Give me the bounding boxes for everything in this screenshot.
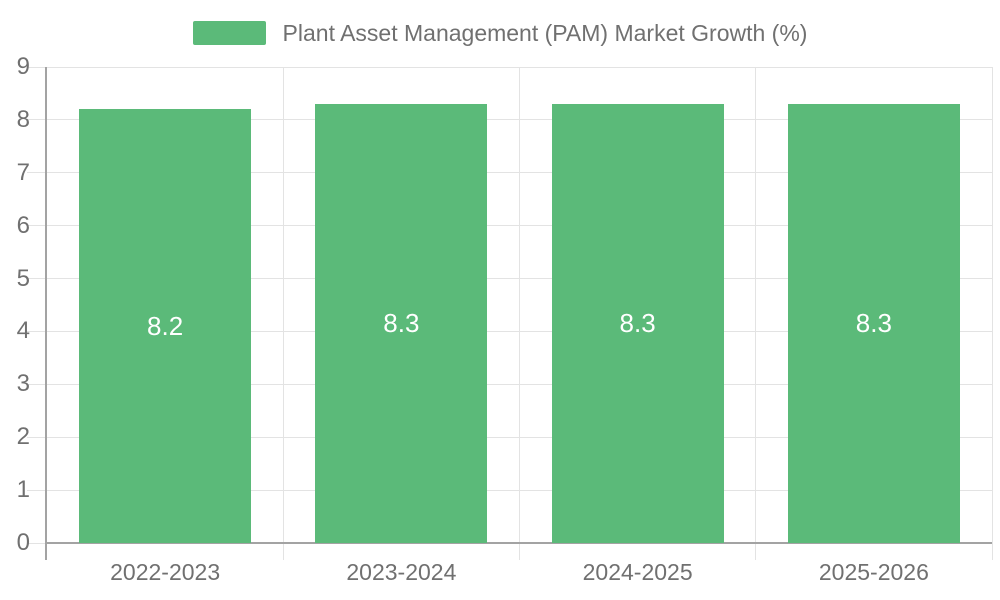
bar-value-label: 8.2 bbox=[147, 310, 184, 341]
bar-value-label: 8.3 bbox=[855, 308, 892, 338]
y-tick-label: 9 bbox=[16, 53, 30, 80]
y-axis-tick bbox=[27, 436, 47, 438]
x-tick-label: 2022-2023 bbox=[110, 559, 221, 585]
y-tick-label: 0 bbox=[16, 529, 30, 556]
bar[interactable]: 8.3 bbox=[551, 104, 724, 543]
y-axis-tick bbox=[27, 66, 47, 68]
legend-item[interactable]: Plant Asset Management (PAM) Market Grow… bbox=[0, 18, 1000, 48]
y-axis-tick bbox=[27, 225, 47, 227]
bar[interactable]: 8.3 bbox=[315, 104, 488, 543]
bar-value-label: 8.3 bbox=[383, 308, 420, 338]
x-tick-label: 2024-2025 bbox=[582, 559, 693, 585]
bar-value-label: 8.3 bbox=[619, 308, 656, 338]
y-tick-label: 6 bbox=[16, 211, 30, 239]
y-tick-label: 4 bbox=[16, 317, 30, 345]
x-gridline bbox=[991, 67, 993, 543]
x-axis-tick bbox=[991, 543, 993, 560]
y-tick-label: 8 bbox=[16, 105, 30, 133]
y-axis-tick bbox=[27, 383, 47, 385]
bar[interactable]: 8.3 bbox=[787, 104, 960, 543]
y-tick-label: 5 bbox=[16, 264, 30, 292]
x-axis-tick bbox=[755, 543, 757, 560]
legend-swatch bbox=[192, 21, 266, 45]
y-axis-tick bbox=[27, 172, 47, 174]
y-axis-line bbox=[45, 67, 47, 560]
bar[interactable]: 8.2 bbox=[79, 109, 252, 543]
x-gridline bbox=[755, 67, 757, 543]
y-axis-tick bbox=[27, 119, 47, 121]
y-axis-tick bbox=[27, 489, 47, 491]
legend-label: Plant Asset Management (PAM) Market Grow… bbox=[282, 20, 808, 46]
x-axis-line bbox=[45, 542, 992, 544]
y-axis-tick bbox=[27, 330, 47, 332]
x-axis-tick bbox=[519, 543, 520, 560]
x-gridline bbox=[282, 67, 284, 543]
y-tick-label: 2 bbox=[16, 423, 30, 451]
x-gridline bbox=[519, 67, 520, 543]
x-tick-label: 2023-2024 bbox=[346, 559, 457, 585]
x-tick-label: 2025-2026 bbox=[818, 559, 929, 585]
y-tick-label: 1 bbox=[16, 476, 30, 504]
y-tick-label: 3 bbox=[16, 370, 30, 398]
x-axis-tick bbox=[282, 543, 284, 560]
y-axis-tick bbox=[27, 278, 47, 280]
y-axis-tick bbox=[27, 542, 47, 544]
y-tick-label: 7 bbox=[16, 158, 30, 186]
